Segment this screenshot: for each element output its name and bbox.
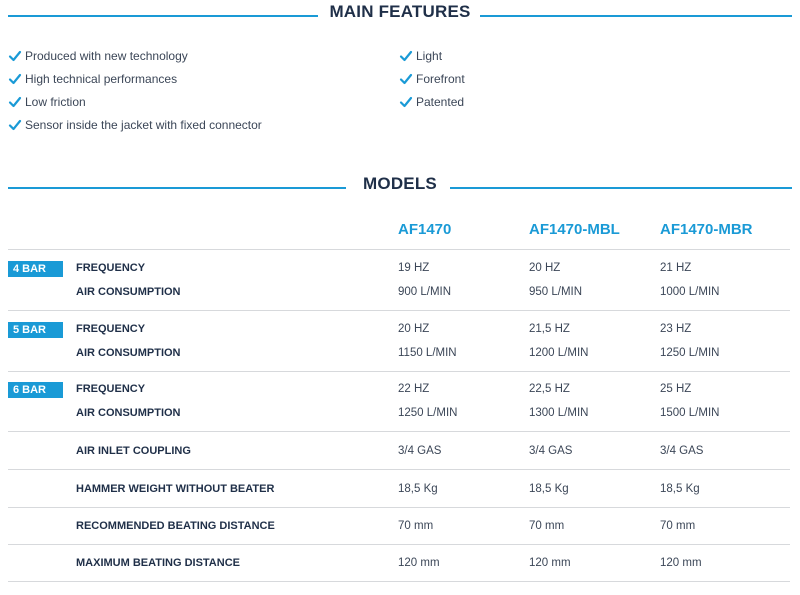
table-cell: 21,5 HZ — [529, 323, 570, 335]
table-cell: 25 HZ — [660, 383, 692, 395]
row-label: AIR CONSUMPTION — [76, 286, 181, 298]
header-rule-right — [450, 187, 792, 189]
check-icon — [8, 119, 22, 130]
section-title: MAIN FEATURES — [329, 2, 471, 21]
check-icon — [399, 73, 413, 84]
table-cell: 120 mm — [529, 557, 571, 569]
row-label: RECOMMENDED BEATING DISTANCE — [76, 520, 275, 532]
model-column-header: AF1470 — [398, 221, 452, 238]
feature-text: Light — [416, 48, 443, 63]
table-cell: 70 mm — [660, 520, 696, 532]
feature-text: Forefront — [416, 71, 465, 86]
table-cell: 18,5 Kg — [660, 483, 700, 495]
feature-text: Produced with new technology — [25, 48, 188, 63]
header-rule-left — [8, 15, 318, 17]
check-icon — [399, 50, 413, 61]
table-cell: 1300 L/MIN — [529, 407, 589, 419]
check-icon — [8, 50, 22, 61]
table-cell: 23 HZ — [660, 323, 692, 335]
row-label: FREQUENCY — [76, 323, 146, 335]
feature-item: Sensor inside the jacket with fixed conn… — [7, 113, 262, 136]
pressure-badge: 5 BAR — [8, 322, 63, 338]
feature-item: Low friction — [7, 90, 262, 113]
pressure-badge: 4 BAR — [8, 261, 63, 277]
table-cell: 18,5 Kg — [529, 483, 569, 495]
table-divider — [8, 431, 790, 432]
feature-item: Patented — [398, 90, 465, 113]
table-cell: 20 HZ — [398, 323, 430, 335]
table-cell: 1250 L/MIN — [660, 347, 720, 359]
models-header: MODELS — [0, 174, 800, 202]
row-label: AIR CONSUMPTION — [76, 407, 181, 419]
row-label: AIR CONSUMPTION — [76, 347, 181, 359]
row-label: AIR INLET COUPLING — [76, 445, 191, 457]
features-list-right: Light Forefront Patented — [398, 44, 465, 113]
feature-item: Forefront — [398, 67, 465, 90]
table-cell: 120 mm — [398, 557, 440, 569]
table-divider — [8, 371, 790, 372]
table-cell: 18,5 Kg — [398, 483, 438, 495]
table-divider — [8, 469, 790, 470]
feature-item: High technical performances — [7, 67, 262, 90]
table-cell: 900 L/MIN — [398, 286, 452, 298]
table-cell: 70 mm — [398, 520, 434, 532]
model-column-header: AF1470-MBR — [660, 221, 753, 238]
check-icon — [399, 96, 413, 107]
table-cell: 21 HZ — [660, 262, 692, 274]
row-label: HAMMER WEIGHT WITHOUT BEATER — [76, 483, 275, 495]
features-list-left: Produced with new technology High technic… — [7, 44, 262, 136]
table-cell: 19 HZ — [398, 262, 430, 274]
feature-text: Low friction — [25, 94, 86, 109]
table-cell: 1000 L/MIN — [660, 286, 720, 298]
table-divider — [8, 249, 790, 250]
table-divider — [8, 310, 790, 311]
table-divider — [8, 507, 790, 508]
table-cell: 3/4 GAS — [529, 445, 573, 457]
header-rule-right — [480, 15, 792, 17]
section-title: MODELS — [363, 174, 437, 193]
table-cell: 950 L/MIN — [529, 286, 583, 298]
feature-text: Sensor inside the jacket with fixed conn… — [25, 117, 262, 132]
row-label: FREQUENCY — [76, 383, 146, 395]
table-divider — [8, 544, 790, 545]
table-cell: 120 mm — [660, 557, 702, 569]
feature-item: Produced with new technology — [7, 44, 262, 67]
check-icon — [8, 96, 22, 107]
main-features-header: MAIN FEATURES — [0, 2, 800, 30]
model-column-header: AF1470-MBL — [529, 221, 620, 238]
table-cell: 20 HZ — [529, 262, 561, 274]
feature-text: High technical performances — [25, 71, 178, 86]
row-label: MAXIMUM BEATING DISTANCE — [76, 557, 240, 569]
feature-text: Patented — [416, 94, 465, 109]
table-cell: 3/4 GAS — [660, 445, 704, 457]
table-cell: 1150 L/MIN — [398, 347, 457, 359]
table-cell: 1250 L/MIN — [398, 407, 458, 419]
table-cell: 1200 L/MIN — [529, 347, 589, 359]
table-cell: 3/4 GAS — [398, 445, 442, 457]
table-cell: 70 mm — [529, 520, 565, 532]
table-divider — [8, 581, 790, 582]
header-rule-left — [8, 187, 346, 189]
feature-item: Light — [398, 44, 465, 67]
table-cell: 22,5 HZ — [529, 383, 570, 395]
pressure-badge: 6 BAR — [8, 382, 63, 398]
table-cell: 1500 L/MIN — [660, 407, 720, 419]
row-label: FREQUENCY — [76, 262, 146, 274]
table-cell: 22 HZ — [398, 383, 430, 395]
check-icon — [8, 73, 22, 84]
